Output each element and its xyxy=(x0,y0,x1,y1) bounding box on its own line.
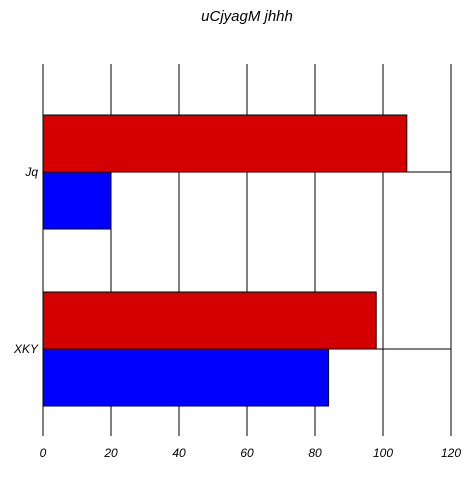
y-tick-label: Jq xyxy=(24,165,38,179)
x-tick-label: 0 xyxy=(40,446,47,460)
y-tick-label: XKY xyxy=(13,342,39,356)
x-tick-label: 80 xyxy=(308,446,322,460)
bar xyxy=(42,291,377,350)
bar xyxy=(42,114,408,173)
bar xyxy=(42,348,330,407)
x-tick-label: 60 xyxy=(240,446,254,460)
x-tick-label: 100 xyxy=(373,446,393,460)
bar xyxy=(42,171,112,230)
x-tick-label: 120 xyxy=(441,446,461,460)
x-tick-label: 40 xyxy=(172,446,186,460)
x-tick-label: 20 xyxy=(103,446,118,460)
chart-title: uCjyagM jhhh xyxy=(201,8,293,25)
